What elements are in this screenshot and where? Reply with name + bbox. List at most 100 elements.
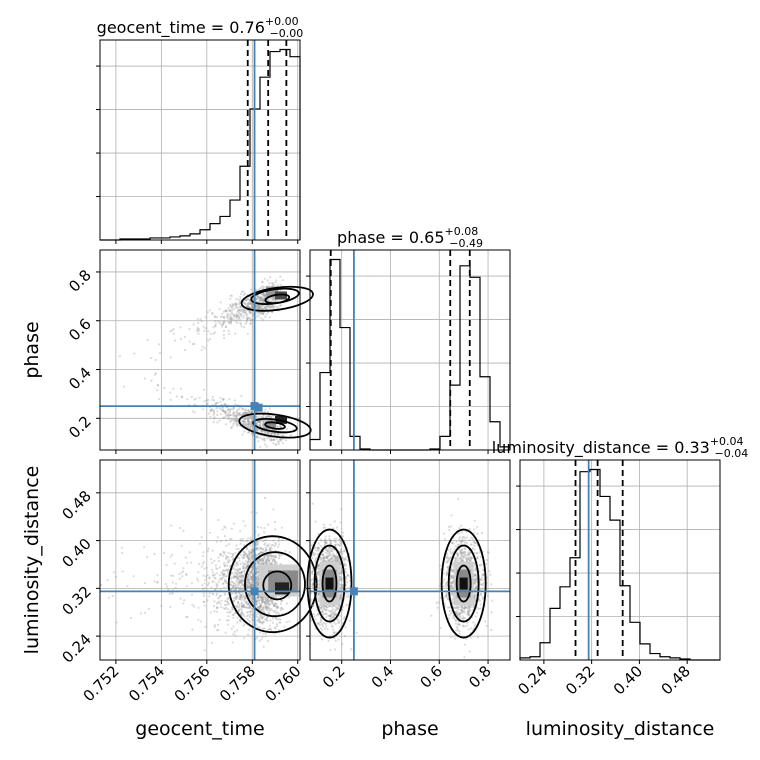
sample-point: [262, 312, 265, 315]
sample-point: [242, 594, 245, 598]
sample-point: [262, 558, 265, 561]
sample-point: [256, 423, 259, 426]
sample-point: [247, 424, 250, 427]
sample-point: [277, 543, 281, 546]
sample-point: [264, 305, 267, 308]
sample-point: [271, 282, 274, 285]
sample-point: [232, 407, 236, 410]
sample-point: [269, 549, 272, 552]
sample-point: [234, 417, 237, 420]
sample-point: [324, 622, 327, 626]
sample-point: [280, 553, 283, 557]
sample-point: [212, 417, 216, 420]
sample-point: [247, 573, 250, 576]
sample-point: [260, 551, 263, 554]
sample-point: [254, 315, 258, 318]
sample-point: [245, 303, 248, 306]
sample-point: [268, 627, 271, 631]
sample-point: [449, 550, 452, 553]
sample-point: [260, 596, 263, 599]
sample-point: [227, 560, 230, 563]
sample-point: [285, 602, 288, 605]
sample-point: [210, 641, 213, 645]
sample-point: [247, 419, 250, 422]
sample-point: [230, 294, 233, 297]
sample-point: [249, 558, 252, 561]
sample-point: [474, 623, 477, 626]
sample-point: [255, 600, 258, 603]
sample-point: [280, 599, 283, 602]
sample-point: [257, 580, 260, 583]
sample-point: [238, 567, 241, 571]
sample-point: [100, 583, 103, 587]
sample-point: [269, 557, 272, 561]
sample-point: [215, 582, 218, 585]
sample-point: [203, 586, 206, 590]
sample-point: [219, 413, 222, 416]
sample-point: [245, 606, 248, 609]
sample-point: [271, 600, 274, 603]
sample-point: [211, 398, 214, 401]
sample-point: [209, 408, 212, 411]
sample-point: [257, 311, 260, 314]
sample-point: [458, 526, 461, 530]
sample-point: [203, 347, 206, 350]
sample-point: [250, 568, 253, 571]
sample-point: [225, 414, 228, 417]
sample-point: [459, 551, 463, 554]
sample-point: [219, 400, 222, 403]
sample-point: [234, 588, 237, 591]
sample-point: [255, 613, 258, 616]
sample-point: [245, 548, 248, 551]
sample-point: [261, 627, 265, 630]
sample-point: [222, 550, 225, 554]
sample-point: [256, 428, 259, 431]
sample-point: [265, 607, 268, 610]
sample-point: [261, 299, 264, 302]
sample-point: [270, 432, 273, 435]
sample-point: [265, 602, 268, 605]
sample-point: [264, 618, 268, 621]
sample-point: [455, 540, 458, 543]
sample-point: [247, 573, 250, 577]
sample-point: [237, 298, 240, 301]
sample-point: [239, 575, 242, 578]
sample-point: [255, 572, 258, 576]
sample-point: [231, 592, 234, 595]
sample-point: [469, 543, 472, 546]
sample-point: [202, 554, 205, 558]
sample-point: [249, 576, 252, 579]
sample-point: [185, 573, 188, 576]
sample-point: [175, 395, 178, 398]
sample-point: [231, 613, 235, 616]
sample-point: [248, 415, 251, 418]
sample-point: [209, 332, 212, 335]
sample-point: [208, 531, 211, 535]
sample-point: [221, 312, 224, 315]
sample-point: [272, 442, 275, 445]
sample-point: [212, 580, 216, 583]
sample-point: [247, 584, 250, 587]
sample-point: [486, 594, 489, 598]
sample-point: [246, 585, 250, 588]
sample-point: [234, 563, 237, 566]
sample-point: [257, 608, 260, 611]
sample-point: [243, 423, 246, 426]
sample-point: [233, 582, 236, 585]
sample-point: [197, 321, 200, 324]
sample-point: [232, 616, 235, 619]
sample-point: [204, 575, 207, 578]
sample-point: [269, 432, 272, 435]
sample-point: [227, 556, 230, 559]
sample-point: [236, 629, 239, 632]
sample-point: [217, 559, 221, 563]
y-tick-label: 0.24: [58, 630, 94, 666]
sample-point: [213, 588, 217, 591]
sample-point: [288, 620, 291, 623]
sample-point: [220, 571, 223, 574]
sample-point: [257, 596, 260, 599]
sample-point: [250, 511, 253, 514]
sample-point: [223, 569, 226, 572]
sample-point: [263, 277, 266, 280]
sample-point: [235, 419, 238, 422]
